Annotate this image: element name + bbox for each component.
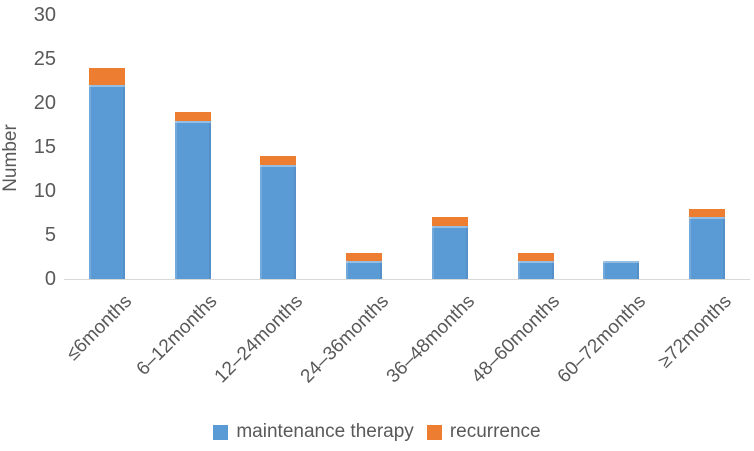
x-tick-label: 24–36months [296,291,393,388]
legend-swatch-maintenance-therapy [213,424,229,440]
stacked-bar [260,155,297,279]
legend: maintenance therapy recurrence [0,421,754,443]
plot-area [64,15,750,280]
stacked-bar [689,208,726,279]
bar-segment-maintenance-therapy [88,85,125,279]
x-tick-label: 36–48months [382,291,479,388]
bar-group-12-24months [236,15,322,279]
legend-label: recurrence [449,421,541,442]
bar-segment-maintenance-therapy [260,164,297,279]
x-tick-label: 6–12months [132,291,222,380]
bar-segment-recurrence [346,252,383,262]
bar-segment-recurrence [174,111,211,121]
legend-item-maintenance-therapy: maintenance therapy [213,421,414,443]
y-tick-label: 15 [33,136,56,158]
y-tick-label: 10 [33,180,56,202]
bar-group-24-36months [321,15,407,279]
bar-group-48-60months [493,15,579,279]
legend-swatch-recurrence [426,424,442,440]
bar-group-36-48months [407,15,493,279]
legend-item-recurrence: recurrence [426,421,541,443]
legend-label: maintenance therapy [236,421,414,442]
x-tick-label: 48–60months [468,291,565,388]
x-tick-label: 12–24months [210,291,308,388]
stacked-bar [517,252,554,279]
bar-group-72months [664,15,750,279]
y-tick-label: 0 [44,268,56,290]
bar-segment-maintenance-therapy [346,261,383,279]
bar-segment-recurrence [88,67,125,86]
stacked-bar [88,67,125,279]
stacked-bar [603,261,640,279]
x-tick-label: 60–72months [553,291,651,388]
bar-group-6months [64,15,150,279]
bar-segment-maintenance-therapy [431,226,468,279]
bar-group-6-12months [150,15,236,279]
x-tick-label: ≤6months [61,291,136,365]
bar-group-60-72months [579,15,665,279]
bar-segment-recurrence [689,208,726,218]
y-tick-label: 20 [33,92,56,114]
bar-segment-recurrence [517,252,554,262]
y-tick-label: 30 [33,4,56,26]
bar-segment-maintenance-therapy [517,261,554,279]
stacked-bar [346,252,383,279]
y-tick-label: 5 [44,224,56,246]
bar-segment-recurrence [260,155,297,165]
x-tick-label: ≥72months [654,291,736,373]
bar-segment-maintenance-therapy [689,217,726,279]
stacked-bar [174,111,211,279]
y-tick-label: 25 [33,48,56,70]
bar-segment-maintenance-therapy [174,120,211,279]
bar-segment-recurrence [431,217,468,227]
bar-segment-maintenance-therapy [603,261,640,279]
stacked-bar [431,217,468,279]
